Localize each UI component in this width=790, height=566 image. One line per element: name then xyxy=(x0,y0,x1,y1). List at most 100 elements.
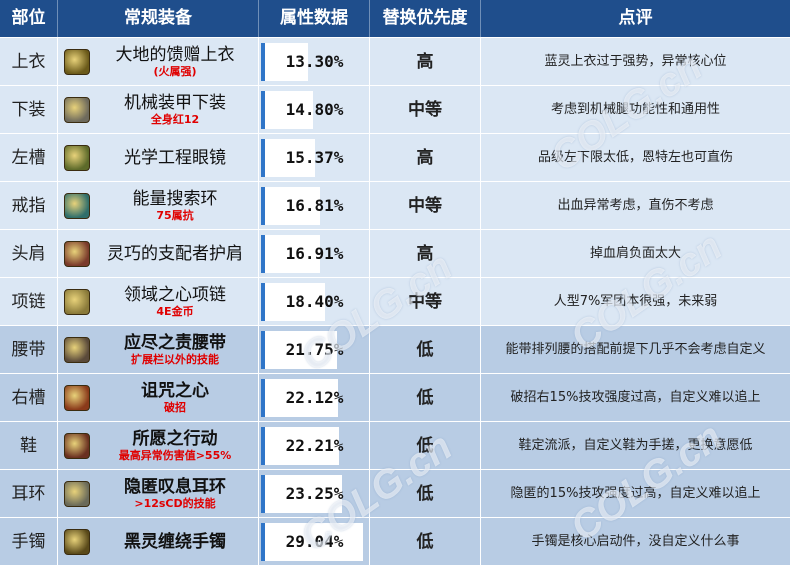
comment-cell: 蓝灵上衣过于强势，异常核心位 xyxy=(481,38,790,86)
comment-cell: 破招右15%技攻强度过高，自定义难以追上 xyxy=(481,374,790,422)
equipment-name-group: 黑灵缠绕手镯 xyxy=(94,518,256,566)
slot-cell: 头肩 xyxy=(0,230,58,278)
equipment-icon xyxy=(64,241,90,267)
equipment-icon xyxy=(64,289,90,315)
header-priority: 替换优先度 xyxy=(370,0,481,37)
table-row: 头肩 灵巧的支配者护肩 16.91% 高 掉血肩负面太大 xyxy=(0,229,790,277)
equipment-icon xyxy=(64,529,90,555)
equipment-name: 能量搜索环 xyxy=(133,189,218,209)
table-row: 上衣 大地的馈赠上衣 (火属强) 13.30% 高蓝灵上衣过于强势，异常核心位 xyxy=(0,37,790,85)
slot-cell: 耳环 xyxy=(0,470,58,518)
priority-cell: 低 xyxy=(370,326,481,374)
equipment-cell: 黑灵缠绕手镯 xyxy=(58,518,259,566)
equipment-name-group: 能量搜索环 75属抗 xyxy=(94,182,256,230)
priority-cell: 低 xyxy=(370,518,481,566)
slot-cell: 戒指 xyxy=(0,182,58,230)
equipment-name-group: 所愿之行动 最高异常伤害值>55% xyxy=(94,422,256,470)
equipment-name: 领域之心项链 xyxy=(124,285,226,305)
equipment-cell: 领域之心项链 4E金币 xyxy=(58,278,259,326)
stat-value: 14.80% xyxy=(259,86,370,134)
priority-cell: 高 xyxy=(370,38,481,86)
slot-cell: 上衣 xyxy=(0,38,58,86)
equipment-name: 诅咒之心 xyxy=(141,381,209,401)
table-header: 部位 常规装备 属性数据 替换优先度 点评 xyxy=(0,0,790,37)
equipment-condition: 全身红12 xyxy=(151,113,199,127)
stat-cell: 18.40% xyxy=(259,278,370,326)
equipment-icon xyxy=(64,481,90,507)
comment-cell: 手镯是核心启动件，没自定义什么事 xyxy=(481,518,790,566)
equipment-icon xyxy=(64,337,90,363)
stat-value: 15.37% xyxy=(259,134,370,182)
equipment-condition: 75属抗 xyxy=(156,209,193,223)
comment-cell: 能带排列腰的搭配前提下几乎不会考虑自定义 xyxy=(481,326,790,374)
stat-cell: 22.12% xyxy=(259,374,370,422)
stat-value: 22.21% xyxy=(259,422,370,470)
table-row: 手镯 黑灵缠绕手镯 29.04% 低 手镯是核心启动件，没自定义什么事 xyxy=(0,517,790,565)
comment-cell: 人型7%军团本很强，未来弱 xyxy=(481,278,790,326)
equipment-icon xyxy=(64,193,90,219)
slot-cell: 腰带 xyxy=(0,326,58,374)
stat-value: 23.25% xyxy=(259,470,370,518)
equipment-name: 应尽之责腰带 xyxy=(124,333,226,353)
header-comment: 点评 xyxy=(481,0,790,37)
equipment-cell: 应尽之责腰带 扩展栏以外的技能 xyxy=(58,326,259,374)
stat-cell: 15.37% xyxy=(259,134,370,182)
equipment-condition: 4E金币 xyxy=(156,305,193,319)
equipment-name-group: 灵巧的支配者护肩 xyxy=(94,230,256,278)
table-row: 戒指 能量搜索环 75属抗 16.81% 中等 出血异常考虑，直伤不考虑 xyxy=(0,181,790,229)
equipment-cell: 机械装甲下装 全身红12 xyxy=(58,86,259,134)
equipment-cell: 隐匿叹息耳环 >12sCD的技能 xyxy=(58,470,259,518)
table-row: 右槽 诅咒之心 破招 22.12% 低破招右15%技攻强度过高，自定义难以追上 xyxy=(0,373,790,421)
stat-value: 29.04% xyxy=(259,518,370,566)
stat-cell: 29.04% xyxy=(259,518,370,566)
stat-value: 16.91% xyxy=(259,230,370,278)
equipment-name-group: 应尽之责腰带 扩展栏以外的技能 xyxy=(94,326,256,374)
stat-value: 16.81% xyxy=(259,182,370,230)
equipment-name: 机械装甲下装 xyxy=(124,93,226,113)
equipment-name: 黑灵缠绕手镯 xyxy=(124,532,226,552)
table-row: 耳环 隐匿叹息耳环 >12sCD的技能 23.25% 低隐匿的15%技攻强度过高，自定义… xyxy=(0,469,790,517)
comment-cell: 隐匿的15%技攻强度过高，自定义难以追上 xyxy=(481,470,790,518)
equipment-condition: 破招 xyxy=(164,401,186,415)
priority-cell: 高 xyxy=(370,134,481,182)
slot-cell: 下装 xyxy=(0,86,58,134)
header-slot: 部位 xyxy=(0,0,58,37)
equipment-cell: 灵巧的支配者护肩 xyxy=(58,230,259,278)
equipment-cell: 诅咒之心 破招 xyxy=(58,374,259,422)
stat-cell: 14.80% xyxy=(259,86,370,134)
stat-value: 22.12% xyxy=(259,374,370,422)
equipment-name: 隐匿叹息耳环 xyxy=(124,477,226,497)
header-equipment: 常规装备 xyxy=(58,0,259,37)
priority-cell: 低 xyxy=(370,470,481,518)
slot-cell: 鞋 xyxy=(0,422,58,470)
equipment-cell: 能量搜索环 75属抗 xyxy=(58,182,259,230)
equipment-condition: 扩展栏以外的技能 xyxy=(131,353,219,367)
priority-cell: 中等 xyxy=(370,86,481,134)
stat-cell: 21.75% xyxy=(259,326,370,374)
equipment-icon xyxy=(64,433,90,459)
equipment-condition: >12sCD的技能 xyxy=(134,497,215,511)
equipment-name-group: 隐匿叹息耳环 >12sCD的技能 xyxy=(94,470,256,518)
equipment-name: 灵巧的支配者护肩 xyxy=(107,244,243,264)
priority-cell: 高 xyxy=(370,230,481,278)
table-row: 左槽 光学工程眼镜 15.37% 高 品级左下限太低，恩特左也可直伤 xyxy=(0,133,790,181)
slot-cell: 右槽 xyxy=(0,374,58,422)
equipment-cell: 所愿之行动 最高异常伤害值>55% xyxy=(58,422,259,470)
table-row: 腰带 应尽之责腰带 扩展栏以外的技能 21.75% 低能带排列腰的搭配前提下几乎不会考虑… xyxy=(0,325,790,373)
equipment-icon xyxy=(64,97,90,123)
equipment-name-group: 机械装甲下装 全身红12 xyxy=(94,86,256,134)
equipment-name: 大地的馈赠上衣 xyxy=(116,45,235,65)
equipment-icon xyxy=(64,145,90,171)
equipment-name-group: 光学工程眼镜 xyxy=(94,134,256,182)
stat-value: 13.30% xyxy=(259,38,370,86)
stat-cell: 16.81% xyxy=(259,182,370,230)
priority-cell: 中等 xyxy=(370,278,481,326)
equipment-name: 光学工程眼镜 xyxy=(124,148,226,168)
stat-value: 18.40% xyxy=(259,278,370,326)
stat-cell: 13.30% xyxy=(259,38,370,86)
table-row: 项链 领域之心项链 4E金币 18.40% 中等 人型7%军团本很强，未来弱 xyxy=(0,277,790,325)
slot-cell: 项链 xyxy=(0,278,58,326)
slot-cell: 左槽 xyxy=(0,134,58,182)
equipment-cell: 大地的馈赠上衣 (火属强) xyxy=(58,38,259,86)
